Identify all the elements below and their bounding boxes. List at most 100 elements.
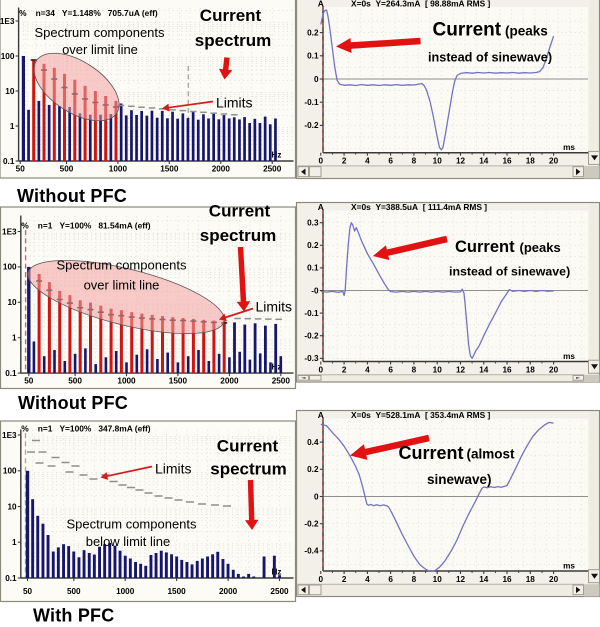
svg-text:500: 500 bbox=[67, 587, 81, 596]
svg-text:n=1 Y=100% 347.8mA (eff): n=1 Y=100% 347.8mA (eff) bbox=[38, 423, 151, 433]
svg-text:-0.1: -0.1 bbox=[304, 309, 319, 318]
svg-text:2: 2 bbox=[342, 157, 347, 166]
svg-text:-0.2: -0.2 bbox=[304, 520, 319, 529]
svg-text:n=1 Y=100% 81.54mA (eff): n=1 Y=100% 81.54mA (eff) bbox=[38, 220, 151, 230]
svg-text:0: 0 bbox=[314, 75, 319, 84]
svg-text:With PFC: With PFC bbox=[33, 606, 114, 626]
svg-text:1000: 1000 bbox=[116, 587, 135, 596]
svg-text:-0: -0 bbox=[311, 286, 319, 295]
svg-text:Spectrum components: Spectrum components bbox=[66, 517, 197, 532]
svg-text:2: 2 bbox=[342, 575, 347, 584]
svg-text:2500: 2500 bbox=[272, 377, 291, 386]
svg-text:18: 18 bbox=[526, 575, 536, 584]
svg-text:spectrum: spectrum bbox=[200, 226, 277, 245]
svg-text:0.1: 0.1 bbox=[307, 264, 319, 273]
svg-text:4: 4 bbox=[365, 575, 370, 584]
svg-text:%: % bbox=[21, 220, 29, 230]
svg-text:2000: 2000 bbox=[212, 165, 231, 174]
svg-text:10: 10 bbox=[7, 298, 17, 307]
svg-text:0.3: 0.3 bbox=[307, 219, 319, 228]
svg-text:6: 6 bbox=[388, 365, 393, 374]
svg-text:-0.3: -0.3 bbox=[304, 354, 319, 363]
svg-text:20: 20 bbox=[549, 365, 559, 374]
svg-text:1E3: 1E3 bbox=[2, 227, 17, 236]
svg-text:4: 4 bbox=[365, 157, 370, 166]
svg-text:below limit line: below limit line bbox=[86, 534, 171, 549]
svg-text:2500: 2500 bbox=[263, 165, 282, 174]
svg-text:Current: Current bbox=[200, 6, 262, 25]
svg-text:8: 8 bbox=[412, 575, 417, 584]
svg-text:X=0s Y=388.5uA [ 111.4mA RMS: X=0s Y=388.5uA [ 111.4mA RMS ] bbox=[351, 202, 487, 212]
svg-text:Current: Current bbox=[217, 437, 279, 456]
svg-text:6: 6 bbox=[388, 157, 393, 166]
svg-text:1500: 1500 bbox=[160, 165, 179, 174]
svg-text:8: 8 bbox=[412, 365, 417, 374]
svg-text:Without PFC: Without PFC bbox=[17, 186, 127, 206]
svg-text:%: % bbox=[19, 8, 27, 18]
svg-text:10: 10 bbox=[433, 575, 443, 584]
svg-text:0.1: 0.1 bbox=[5, 369, 17, 378]
svg-text:n=34 Y=1.148% 705.7uA (eff: n=34 Y=1.148% 705.7uA (eff) bbox=[36, 8, 158, 18]
svg-text:100: 100 bbox=[1, 52, 15, 61]
svg-text:18: 18 bbox=[526, 365, 536, 374]
svg-text:100: 100 bbox=[3, 263, 17, 272]
svg-text:Limits: Limits bbox=[155, 461, 192, 477]
svg-text:2: 2 bbox=[342, 365, 347, 374]
svg-text:10: 10 bbox=[7, 502, 17, 511]
svg-text:instead of sinewave): instead of sinewave) bbox=[428, 51, 552, 65]
svg-text:ms: ms bbox=[563, 352, 575, 361]
svg-text:14: 14 bbox=[479, 575, 489, 584]
svg-text:Current: Current bbox=[455, 238, 515, 256]
svg-text:0: 0 bbox=[319, 365, 324, 374]
svg-text:-0.2: -0.2 bbox=[304, 332, 319, 341]
svg-text:1500: 1500 bbox=[169, 377, 188, 386]
svg-text:1000: 1000 bbox=[117, 377, 136, 386]
svg-text:500: 500 bbox=[60, 165, 74, 174]
svg-text:50: 50 bbox=[23, 587, 33, 596]
svg-text:A: A bbox=[318, 202, 324, 212]
svg-text:500: 500 bbox=[68, 377, 82, 386]
svg-text:8: 8 bbox=[412, 157, 417, 166]
svg-text:1: 1 bbox=[10, 122, 15, 131]
svg-text:(almost: (almost bbox=[467, 447, 516, 462]
svg-text:16: 16 bbox=[502, 575, 512, 584]
svg-text:Spectrum components: Spectrum components bbox=[34, 25, 165, 40]
svg-text:sinewave): sinewave) bbox=[427, 472, 492, 487]
svg-text:instead of sinewave): instead of sinewave) bbox=[449, 265, 570, 279]
svg-text:1: 1 bbox=[12, 334, 17, 343]
svg-text:0.1: 0.1 bbox=[3, 157, 15, 166]
svg-text:1: 1 bbox=[12, 538, 17, 547]
svg-text:-0.2: -0.2 bbox=[304, 121, 319, 130]
svg-text:Spectrum components: Spectrum components bbox=[56, 258, 187, 273]
svg-text:100: 100 bbox=[3, 467, 17, 476]
svg-text:16: 16 bbox=[502, 157, 512, 166]
svg-text:10: 10 bbox=[433, 365, 443, 374]
svg-text:0: 0 bbox=[319, 157, 324, 166]
svg-text:Current: Current bbox=[399, 443, 464, 463]
svg-text:1500: 1500 bbox=[167, 587, 186, 596]
svg-text:0.4: 0.4 bbox=[307, 438, 319, 447]
svg-text:0: 0 bbox=[319, 575, 324, 584]
svg-text:1E3: 1E3 bbox=[2, 431, 17, 440]
svg-text:%: % bbox=[21, 423, 29, 433]
svg-text:(peaks: (peaks bbox=[505, 24, 548, 39]
svg-text:Limits: Limits bbox=[256, 299, 293, 315]
svg-text:20: 20 bbox=[549, 575, 559, 584]
svg-text:10: 10 bbox=[5, 87, 15, 96]
svg-text:14: 14 bbox=[479, 157, 489, 166]
svg-text:Current: Current bbox=[209, 202, 271, 221]
svg-text:-0.1: -0.1 bbox=[304, 98, 319, 107]
svg-text:1E3: 1E3 bbox=[0, 17, 15, 26]
svg-text:over limit line: over limit line bbox=[84, 278, 160, 293]
svg-text:ms: ms bbox=[563, 562, 575, 571]
svg-text:-0.4: -0.4 bbox=[304, 547, 319, 556]
svg-text:18: 18 bbox=[526, 157, 536, 166]
svg-text:over limit line: over limit line bbox=[62, 42, 138, 57]
svg-text:1000: 1000 bbox=[109, 165, 128, 174]
svg-text:ms: ms bbox=[563, 143, 575, 152]
svg-text:Without PFC: Without PFC bbox=[18, 393, 128, 413]
svg-text:X=0s Y=264.3mA [ 98.88mA RMS: X=0s Y=264.3mA [ 98.88mA RMS ] bbox=[351, 0, 491, 8]
svg-text:16: 16 bbox=[502, 365, 512, 374]
svg-text:0.2: 0.2 bbox=[307, 465, 319, 474]
svg-text:10: 10 bbox=[433, 157, 443, 166]
